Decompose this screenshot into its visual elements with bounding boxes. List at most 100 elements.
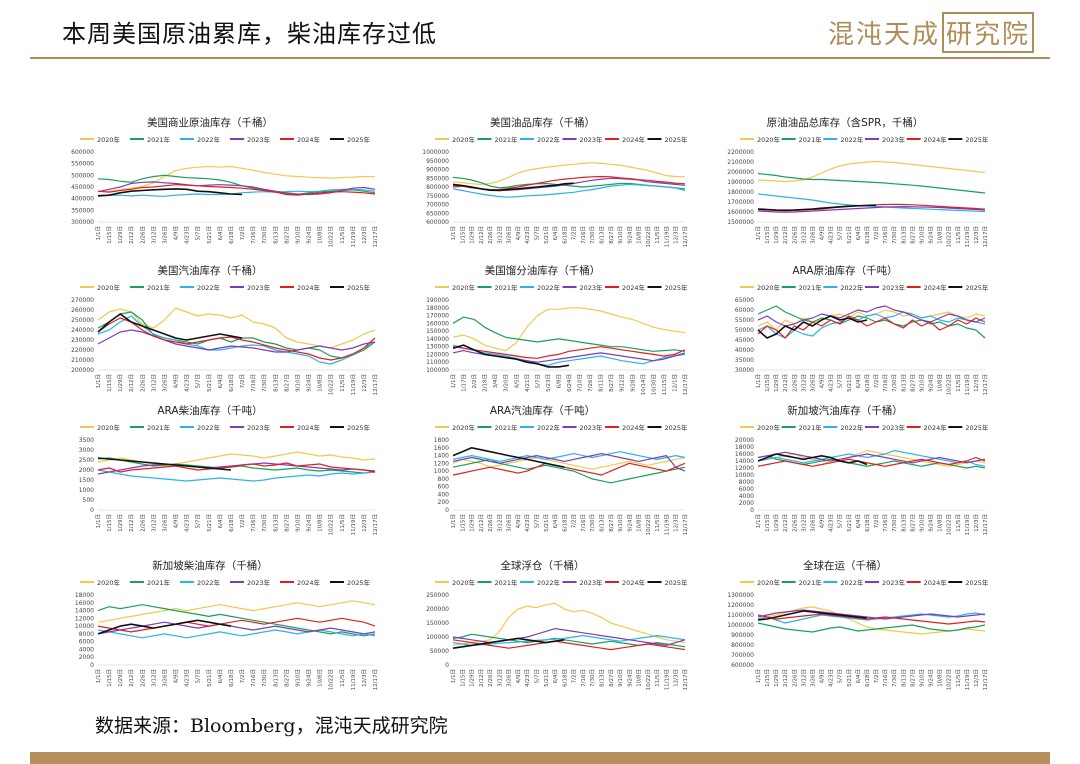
x-tick-label: 5/7日 bbox=[534, 514, 541, 528]
y-tick-label: 1500 bbox=[79, 477, 94, 484]
x-tick-label: 11/5日 bbox=[339, 514, 346, 532]
series-line-2022 bbox=[452, 183, 686, 198]
x-tick-label: 6/4日 bbox=[552, 514, 559, 528]
y-tick-label: 170000 bbox=[426, 313, 449, 320]
x-tick-label: 5/7日 bbox=[837, 514, 844, 528]
x-tick-label: 12/3日 bbox=[361, 514, 368, 532]
y-tick-label: 10000 bbox=[75, 623, 94, 630]
series-line-2021 bbox=[757, 172, 986, 194]
series-line-2021 bbox=[97, 604, 376, 637]
x-tick-label: 4/9日 bbox=[515, 226, 522, 240]
y-tick-label: 8000 bbox=[79, 631, 94, 638]
x-tick-label: 5/21日 bbox=[206, 514, 213, 532]
y-tick-label: 130000 bbox=[426, 344, 449, 351]
chart-title: 美国油品库存（千桶） bbox=[490, 116, 595, 129]
x-tick-label: 12/17日 bbox=[982, 514, 989, 535]
series-line-2022 bbox=[757, 612, 986, 624]
y-tick-label: 1100000 bbox=[727, 612, 754, 619]
y-tick-label: 180000 bbox=[426, 305, 449, 312]
x-tick-label: 6/4日 bbox=[855, 514, 862, 528]
series-line-2022 bbox=[757, 449, 986, 467]
series-line-2021 bbox=[757, 622, 986, 633]
x-tick-label: 9/10日 bbox=[294, 226, 301, 244]
x-tick-label: 6/18日 bbox=[228, 226, 235, 244]
y-tick-label: 6000 bbox=[739, 486, 754, 493]
x-tick-label: 4/23日 bbox=[828, 514, 835, 532]
x-tick-label: 10/22日 bbox=[328, 226, 335, 247]
x-tick-label: 8/13日 bbox=[900, 226, 907, 244]
legend-label: 2022年 bbox=[537, 135, 561, 144]
legend-label: 2021年 bbox=[495, 283, 519, 292]
x-tick-label: 7/10日 bbox=[577, 374, 584, 392]
y-tick-label: 65000 bbox=[735, 297, 754, 304]
x-tick-label: 3/12日 bbox=[150, 226, 157, 244]
x-tick-label: 10/8日 bbox=[636, 226, 643, 244]
x-tick-label: 8/13日 bbox=[900, 669, 907, 687]
y-tick-label: 300000 bbox=[71, 219, 94, 226]
y-tick-label: 200000 bbox=[426, 606, 449, 613]
x-tick-label: 8/27日 bbox=[909, 374, 916, 392]
x-tick-label: 1/1日 bbox=[755, 226, 762, 240]
legend-label: 2020年 bbox=[452, 283, 476, 292]
y-tick-label: 100000 bbox=[426, 367, 449, 374]
x-tick-label: 2/12日 bbox=[782, 669, 789, 687]
legend-label: 2024年 bbox=[297, 135, 321, 144]
x-tick-label: 7/16日 bbox=[882, 514, 889, 532]
series-line-2025 bbox=[452, 344, 570, 368]
x-tick-label: 3/26日 bbox=[809, 514, 816, 532]
x-tick-label: 10/22日 bbox=[328, 374, 335, 395]
x-tick-label: 2/26日 bbox=[487, 669, 494, 687]
x-tick-label: 6/4日 bbox=[217, 514, 224, 528]
series-line-2025 bbox=[97, 188, 243, 197]
x-tick-label: 1/1日 bbox=[450, 226, 457, 240]
x-tick-label: 8/27日 bbox=[283, 374, 290, 392]
series-line-2021 bbox=[97, 311, 376, 359]
x-tick-label: 3/26日 bbox=[161, 374, 168, 392]
x-tick-label: 6/4日 bbox=[552, 669, 559, 683]
x-tick-label: 7/30日 bbox=[261, 669, 268, 687]
x-tick-label: 2/12日 bbox=[478, 226, 485, 244]
x-tick-label: 1/1日 bbox=[450, 374, 457, 388]
x-tick-label: 2/26日 bbox=[791, 669, 798, 687]
x-tick-label: 7/2日 bbox=[873, 514, 880, 528]
x-tick-label: 11/19日 bbox=[964, 514, 971, 535]
x-tick-label: 10/30日 bbox=[650, 374, 657, 395]
legend-label: 2023年 bbox=[882, 135, 906, 144]
x-tick-label: 6/18日 bbox=[561, 226, 568, 244]
x-tick-label: 1/29日 bbox=[773, 226, 780, 244]
x-tick-label: 1/15日 bbox=[764, 514, 771, 532]
x-tick-label: 10/22日 bbox=[328, 514, 335, 535]
y-tick-label: 1000000 bbox=[727, 622, 754, 629]
x-tick-label: 9/10日 bbox=[294, 669, 301, 687]
x-tick-label: 1/1日 bbox=[95, 669, 102, 683]
y-tick-label: 18000 bbox=[75, 592, 94, 599]
x-tick-label: 4/9日 bbox=[173, 669, 180, 683]
x-tick-label: 11/19日 bbox=[350, 669, 357, 690]
x-tick-label: 12/17日 bbox=[682, 374, 689, 395]
legend-label: 2021年 bbox=[799, 423, 823, 432]
x-tick-label: 1/29日 bbox=[469, 514, 476, 532]
series-line-2025 bbox=[757, 610, 868, 621]
x-tick-label: 1/1日 bbox=[450, 669, 457, 683]
legend-label: 2024年 bbox=[924, 423, 948, 432]
legend-label: 2021年 bbox=[495, 578, 519, 587]
legend-label: 2022年 bbox=[840, 423, 864, 432]
x-tick-label: 4/9日 bbox=[819, 226, 826, 240]
chart-title: ARA原油库存（千吨） bbox=[792, 264, 897, 277]
x-tick-label: 3/26日 bbox=[161, 669, 168, 687]
y-tick-label: 250000 bbox=[426, 592, 449, 599]
legend-label: 2022年 bbox=[840, 135, 864, 144]
y-tick-label: 900000 bbox=[731, 632, 754, 639]
x-tick-label: 4/21日 bbox=[524, 374, 531, 392]
x-tick-label: 2/12日 bbox=[782, 374, 789, 392]
y-tick-label: 600000 bbox=[731, 662, 754, 669]
series-line-2023 bbox=[757, 609, 986, 620]
series-line-2023 bbox=[97, 462, 376, 475]
legend-label: 2021年 bbox=[495, 423, 519, 432]
x-tick-label: 1/29日 bbox=[117, 374, 124, 392]
legend-label: 2024年 bbox=[297, 283, 321, 292]
y-tick-label: 1200 bbox=[434, 460, 449, 467]
legend-label: 2024年 bbox=[297, 423, 321, 432]
x-tick-label: 6/4日 bbox=[217, 669, 224, 683]
x-tick-label: 12/17日 bbox=[372, 226, 379, 247]
